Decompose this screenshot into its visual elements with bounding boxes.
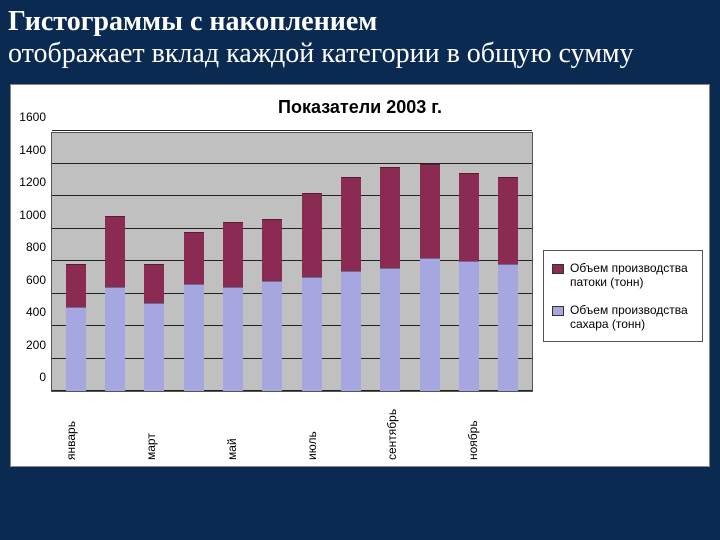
y-tick-label: 800 [26, 240, 46, 254]
y-tick-label: 200 [26, 338, 46, 352]
stacked-bar [498, 177, 518, 392]
bar-slot [331, 133, 370, 391]
bar-segment [262, 281, 282, 392]
bar-slot [174, 133, 213, 391]
legend: Объем производства патоки (тонн) Объем п… [543, 250, 703, 342]
stacked-bar [105, 216, 125, 392]
bar-segment [105, 287, 125, 391]
x-axis-labels: январь март май июль сентябрь ноябрь [51, 396, 533, 460]
bar-segment [341, 177, 361, 271]
bar-slot [95, 133, 134, 391]
bars-container [52, 133, 532, 391]
legend-label: Объем производства патоки (тонн) [570, 261, 694, 289]
bar-segment [420, 258, 440, 391]
legend-item: Объем производства патоки (тонн) [552, 261, 694, 289]
bar-slot [213, 133, 252, 391]
y-axis-labels: 02004006008001000120014001600 [12, 133, 48, 391]
y-tick-label: 1200 [19, 175, 46, 189]
bar-segment [262, 219, 282, 281]
bar-segment [380, 167, 400, 268]
chart-container: Показатели 2003 г. 020040060080010001200… [10, 84, 710, 467]
stacked-bar [302, 193, 322, 391]
stacked-bar [341, 177, 361, 392]
y-tick-label: 0 [39, 370, 46, 384]
bar-slot [410, 133, 449, 391]
header-title: Гистограммы с накоплением [8, 6, 710, 38]
x-tick-label: май [225, 396, 239, 460]
bar-segment [223, 287, 243, 391]
stacked-bar [420, 164, 440, 392]
x-tick-label: март [144, 396, 158, 460]
y-tick-label: 600 [26, 273, 46, 287]
legend-swatch [552, 306, 564, 316]
legend-label: Объем производства сахара (тонн) [570, 303, 694, 331]
y-tick-label: 400 [26, 305, 46, 319]
bar-segment [144, 264, 164, 303]
plot-area: 02004006008001000120014001600 [51, 132, 533, 392]
bar-segment [184, 284, 204, 391]
y-tick-label: 1600 [19, 110, 46, 124]
x-tick-label: январь [64, 396, 78, 460]
bar-segment [498, 264, 518, 391]
bar-segment [302, 277, 322, 391]
stacked-bar [66, 264, 86, 391]
bar-slot [449, 133, 488, 391]
stacked-bar [144, 264, 164, 391]
bar-segment [223, 222, 243, 287]
bar-segment [66, 307, 86, 392]
legend-swatch [552, 264, 564, 274]
bar-slot [56, 133, 95, 391]
y-tick-label: 1000 [19, 208, 46, 222]
bar-segment [459, 261, 479, 391]
bar-segment [380, 268, 400, 392]
header-subtitle: отображает вклад каждой категории в общу… [8, 38, 710, 70]
chart-title: Показатели 2003 г. [17, 97, 703, 118]
gridline [52, 130, 532, 131]
x-tick-label: июль [305, 396, 319, 460]
stacked-bar [459, 173, 479, 391]
bar-segment [144, 303, 164, 391]
x-tick-label: сентябрь [385, 396, 399, 460]
stacked-bar [223, 222, 243, 391]
stacked-bar [262, 219, 282, 391]
bar-segment [66, 264, 86, 306]
stacked-bar [184, 232, 204, 391]
bar-slot [292, 133, 331, 391]
stacked-bar [380, 167, 400, 391]
bar-slot [253, 133, 292, 391]
bar-segment [459, 173, 479, 261]
bar-slot [371, 133, 410, 391]
bar-segment [302, 193, 322, 278]
bar-segment [341, 271, 361, 391]
bar-slot [135, 133, 174, 391]
y-tick-label: 1400 [19, 143, 46, 157]
bar-segment [420, 164, 440, 258]
slide-header: Гистограммы с накоплением отображает вкл… [0, 0, 720, 78]
bar-segment [105, 216, 125, 288]
x-tick-label: ноябрь [466, 396, 480, 460]
legend-item: Объем производства сахара (тонн) [552, 303, 694, 331]
bar-slot [489, 133, 528, 391]
bar-segment [184, 232, 204, 284]
bar-segment [498, 177, 518, 265]
